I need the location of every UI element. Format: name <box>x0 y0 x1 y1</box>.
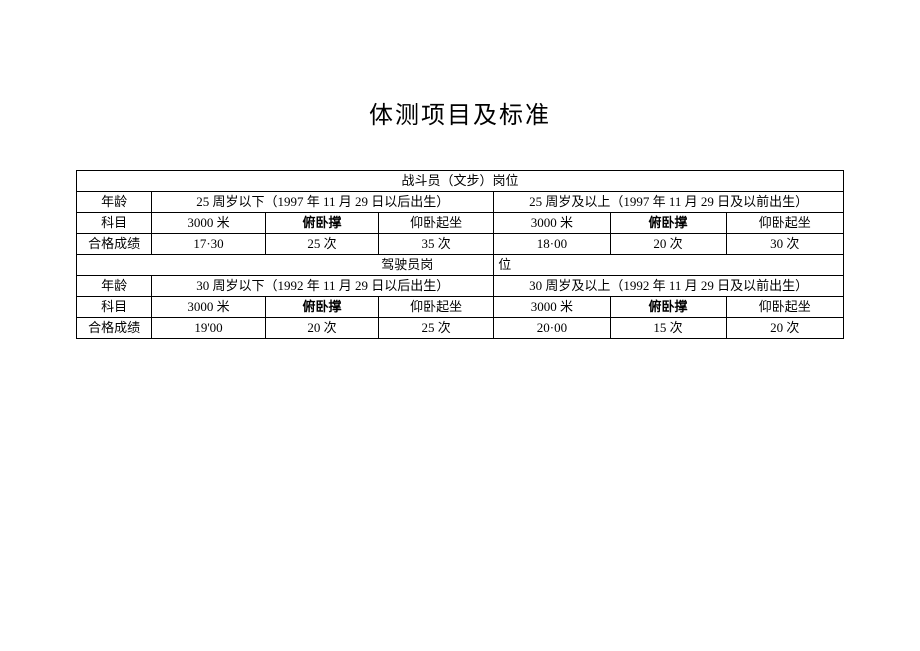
age-label: 年龄 <box>77 276 152 297</box>
table-row: 年龄 25 周岁以下（1997 年 11 月 29 日以后出生） 25 周岁及以… <box>77 192 844 213</box>
subject: 3000 米 <box>494 213 610 234</box>
subject: 俯卧撑 <box>610 213 726 234</box>
pass-label: 合格成绩 <box>77 318 152 339</box>
pass-label: 合格成绩 <box>77 234 152 255</box>
subject-label: 科目 <box>77 213 152 234</box>
subject: 3000 米 <box>152 213 266 234</box>
table-row: 年龄 30 周岁以下（1992 年 11 月 29 日以后出生） 30 周岁及以… <box>77 276 844 297</box>
standards-table: 战斗员（文步）岗位 年龄 25 周岁以下（1997 年 11 月 29 日以后出… <box>76 170 844 339</box>
subject-label: 科目 <box>77 297 152 318</box>
subject: 仰卧起坐 <box>726 297 844 318</box>
table-row: 科目 3000 米 俯卧撑 仰卧起坐 3000 米 俯卧撑 仰卧起坐 <box>77 213 844 234</box>
standards-table-wrap: 战斗员（文步）岗位 年龄 25 周岁以下（1997 年 11 月 29 日以后出… <box>76 170 844 339</box>
pass-value: 25 次 <box>379 318 494 339</box>
pass-value: 20 次 <box>265 318 378 339</box>
pass-value: 20 次 <box>726 318 844 339</box>
pass-value: 30 次 <box>726 234 844 255</box>
pass-value: 17·30 <box>152 234 266 255</box>
page-title: 体测项目及标准 <box>0 0 920 170</box>
subject: 俯卧撑 <box>265 297 378 318</box>
age-group: 25 周岁以下（1997 年 11 月 29 日以后出生） <box>152 192 494 213</box>
pass-value: 15 次 <box>610 318 726 339</box>
subject: 3000 米 <box>152 297 266 318</box>
section-header-left: 驾驶员岗 <box>77 255 494 276</box>
table-row: 驾驶员岗 位 <box>77 255 844 276</box>
pass-value: 19'00 <box>152 318 266 339</box>
table-row: 合格成绩 17·30 25 次 35 次 18·00 20 次 30 次 <box>77 234 844 255</box>
table-row: 合格成绩 19'00 20 次 25 次 20·00 15 次 20 次 <box>77 318 844 339</box>
subject: 仰卧起坐 <box>726 213 844 234</box>
age-group: 25 周岁及以上（1997 年 11 月 29 日及以前出生） <box>494 192 844 213</box>
subject: 仰卧起坐 <box>379 213 494 234</box>
section-header: 战斗员（文步）岗位 <box>77 171 844 192</box>
subject: 仰卧起坐 <box>379 297 494 318</box>
subject: 俯卧撑 <box>610 297 726 318</box>
age-group: 30 周岁及以上（1992 年 11 月 29 日及以前出生） <box>494 276 844 297</box>
section-header-right: 位 <box>494 255 844 276</box>
age-label: 年龄 <box>77 192 152 213</box>
pass-value: 20 次 <box>610 234 726 255</box>
pass-value: 18·00 <box>494 234 610 255</box>
pass-value: 20·00 <box>494 318 610 339</box>
age-group: 30 周岁以下（1992 年 11 月 29 日以后出生） <box>152 276 494 297</box>
subject: 俯卧撑 <box>265 213 378 234</box>
subject: 3000 米 <box>494 297 610 318</box>
table-row: 战斗员（文步）岗位 <box>77 171 844 192</box>
pass-value: 25 次 <box>265 234 378 255</box>
table-row: 科目 3000 米 俯卧撑 仰卧起坐 3000 米 俯卧撑 仰卧起坐 <box>77 297 844 318</box>
pass-value: 35 次 <box>379 234 494 255</box>
